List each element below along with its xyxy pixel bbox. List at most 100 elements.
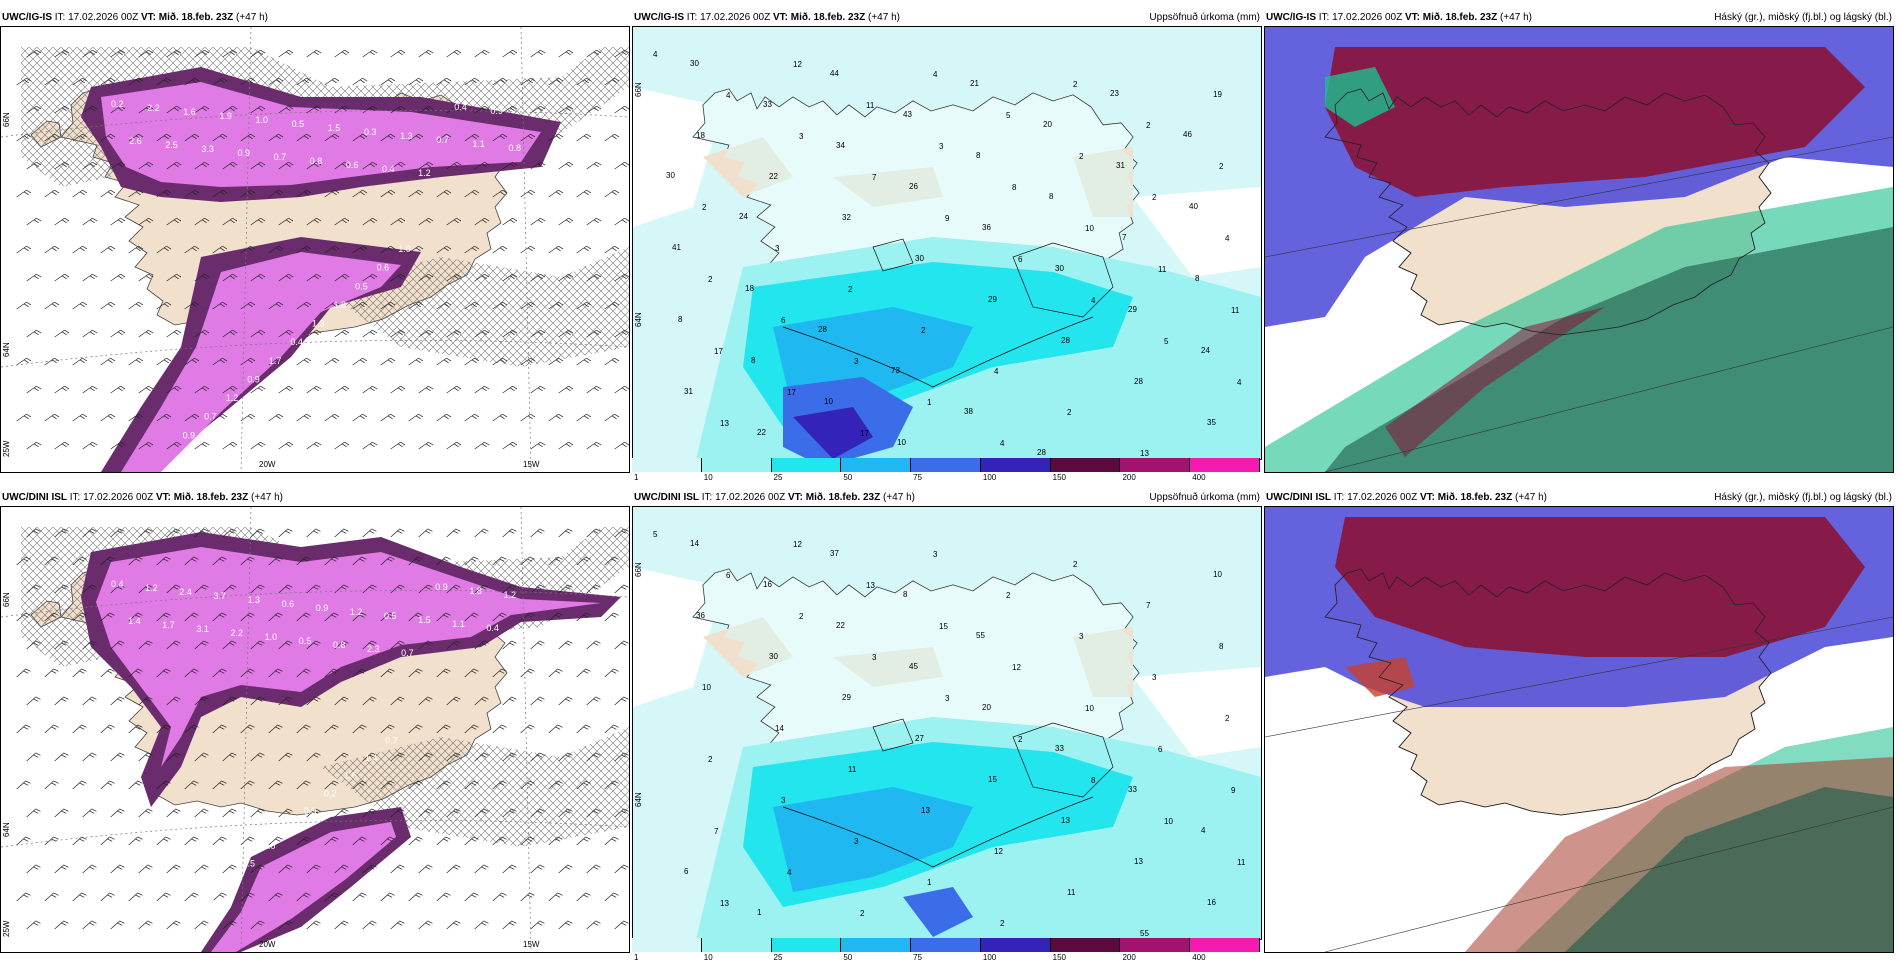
graticule-label: 25W xyxy=(2,440,11,457)
wind-barb xyxy=(194,808,209,818)
panel-title: UWC/IG-IS IT: 17.02.2026 00Z VT: Mið. 18… xyxy=(2,10,628,26)
wind-barb xyxy=(446,752,461,762)
wind-barb xyxy=(156,77,172,86)
wind-barb xyxy=(548,668,563,678)
wind-barb xyxy=(614,217,629,226)
wind-barb xyxy=(240,668,255,678)
accum-label: 21 xyxy=(970,79,979,88)
accum-label: 14 xyxy=(690,539,699,548)
wind-barb xyxy=(418,105,434,114)
accum-label: 4 xyxy=(1201,826,1206,835)
wind-barb xyxy=(530,920,545,930)
wind-barb xyxy=(614,105,629,114)
wind-barb xyxy=(576,780,591,790)
model-name: UWC/DINI ISL xyxy=(634,492,699,503)
wind-barb xyxy=(380,301,396,310)
wind-barb xyxy=(502,584,517,594)
wind-barb xyxy=(334,528,349,538)
wind-barb xyxy=(464,357,480,366)
wind-barb xyxy=(44,413,60,422)
wind-barb xyxy=(194,864,209,874)
wind-barb xyxy=(492,133,508,142)
precip-label: 1.2 xyxy=(503,590,516,600)
wind-barb xyxy=(306,329,322,338)
wind-barb xyxy=(240,780,255,790)
wind-barb xyxy=(446,49,462,58)
precip-label: 0.9 xyxy=(237,148,250,158)
wind-barb xyxy=(268,189,284,198)
wind-barb xyxy=(222,752,237,762)
accum-label: 4 xyxy=(1091,296,1096,305)
wind-barb xyxy=(44,556,59,566)
wind-barb xyxy=(16,77,32,86)
wind-barb xyxy=(128,133,144,142)
wind-barb xyxy=(464,780,479,790)
wind-barb xyxy=(502,385,518,394)
precip-label: 0.6 xyxy=(282,599,295,609)
wind-barb xyxy=(26,752,41,762)
map-frame xyxy=(1264,506,1894,953)
precip-label: 1.2 xyxy=(226,393,239,403)
precip-label: 0.7 xyxy=(385,735,398,745)
wind-barb xyxy=(390,528,405,538)
wind-barb xyxy=(408,668,423,678)
precip-label: 0.8 xyxy=(181,911,194,921)
wind-barb xyxy=(614,385,629,394)
wind-barb xyxy=(16,836,31,846)
precip-label: 1.2 xyxy=(350,607,363,617)
accum-label: 3 xyxy=(872,653,877,662)
wind-barb xyxy=(296,612,311,622)
wind-barb xyxy=(100,77,116,86)
colorbar-label: 200 xyxy=(1122,473,1136,482)
accum-label: 34 xyxy=(836,141,845,150)
wind-barb xyxy=(408,780,423,790)
precip-label: 1.3 xyxy=(312,319,325,329)
wind-barb xyxy=(72,77,88,86)
wind-barb xyxy=(166,696,181,706)
wind-barb xyxy=(362,385,378,394)
wind-barb xyxy=(604,836,619,846)
wind-barb xyxy=(390,584,405,594)
wind-barb xyxy=(446,217,462,226)
wind-barb xyxy=(222,105,238,114)
wind-barb xyxy=(72,301,88,310)
wind-barb xyxy=(576,357,592,366)
colorbar-swatch xyxy=(841,458,912,472)
accum-label: 3 xyxy=(933,550,938,559)
wind-barb xyxy=(296,245,312,254)
accum-label: 2 xyxy=(702,203,707,212)
colorbar-label: 50 xyxy=(843,473,853,482)
colorbar-label: 1 xyxy=(634,473,639,482)
wind-barb xyxy=(278,920,293,930)
wind-barb xyxy=(128,556,143,566)
accum-label: 8 xyxy=(678,315,683,324)
accum-label: 6 xyxy=(726,571,731,580)
accum-label: 17 xyxy=(714,347,723,356)
accum-label: 3 xyxy=(854,357,859,366)
accum-label: 7 xyxy=(1146,601,1151,610)
wind-barb xyxy=(166,49,182,58)
wind-barb xyxy=(26,584,41,594)
wind-barb xyxy=(194,161,210,170)
wind-barb xyxy=(72,189,88,198)
wind-barb xyxy=(44,245,60,254)
wind-barb xyxy=(240,357,256,366)
wind-barb xyxy=(614,696,629,706)
wind-barb xyxy=(296,836,311,846)
accum-label: 20 xyxy=(982,703,991,712)
precip-label: 1.6 xyxy=(183,107,196,117)
wind-barb xyxy=(194,217,210,226)
field-description: Uppsöfnuð úrkoma (mm) xyxy=(1149,492,1260,503)
wind-barb xyxy=(82,105,98,114)
accum-label: 2 xyxy=(1073,80,1078,89)
wind-barb xyxy=(474,808,489,818)
wind-barb xyxy=(184,780,199,790)
wind-barb xyxy=(408,189,424,198)
wind-barb xyxy=(324,413,340,422)
lead-time: (+47 h) xyxy=(236,12,268,23)
wind-barb xyxy=(474,49,490,58)
wind-barb xyxy=(352,612,367,622)
wind-barb xyxy=(604,77,620,86)
precip-label: 2.2 xyxy=(230,628,243,638)
wind-barb xyxy=(474,696,489,706)
